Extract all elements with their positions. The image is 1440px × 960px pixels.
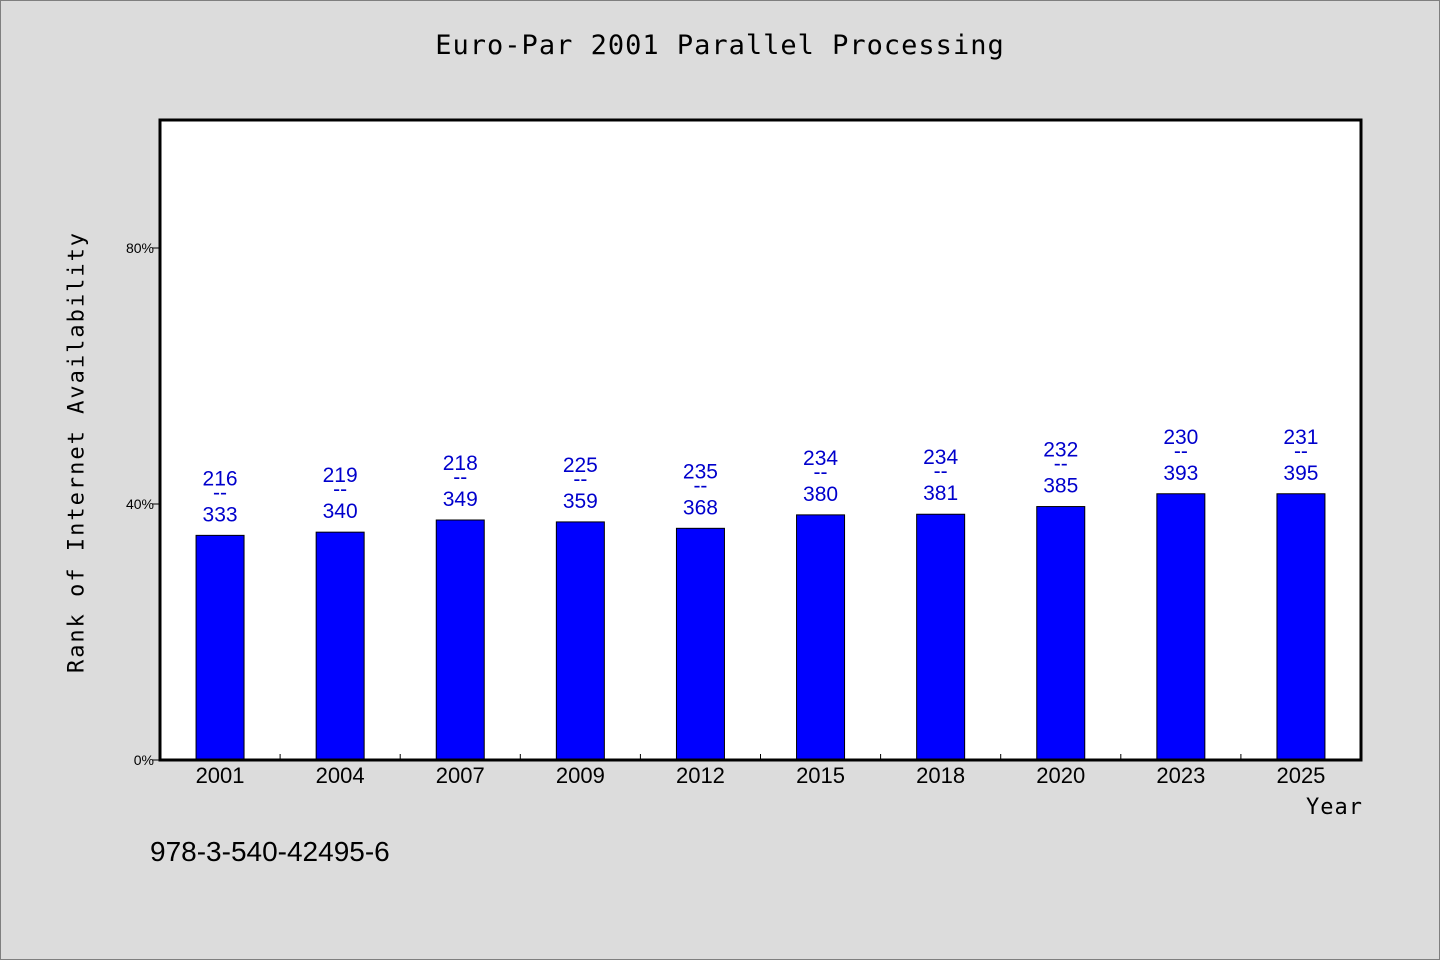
x-tick-label: 2009	[556, 763, 605, 788]
x-tick-label: 2020	[1036, 763, 1085, 788]
data-label-bottom: 381	[923, 482, 958, 505]
data-label-top: 231	[1283, 426, 1318, 449]
data-label-top: 216	[203, 467, 238, 490]
bar	[555, 521, 605, 761]
data-label-separator: --	[573, 468, 587, 491]
data-label-bottom: 368	[683, 496, 718, 519]
data-label-bottom: 333	[203, 503, 238, 526]
x-tick-label: 2004	[316, 763, 365, 788]
data-label-top: 218	[443, 452, 478, 475]
y-tick-label: 80%	[126, 240, 154, 256]
data-label-bottom: 393	[1163, 462, 1198, 485]
plot-border	[158, 118, 1363, 762]
x-tick-label: 2001	[196, 763, 245, 788]
x-tick-label: 2023	[1156, 763, 1205, 788]
data-label-top: 235	[683, 460, 718, 483]
isbn-annotation: 978-3-540-42495-6	[150, 836, 390, 867]
data-label-bottom: 395	[1283, 462, 1318, 485]
data-label-separator: --	[333, 478, 347, 501]
data-label-separator: --	[1054, 453, 1068, 476]
data-label-bottom: 340	[323, 500, 358, 523]
data-label-separator: --	[1294, 440, 1308, 463]
y-tick-label: 0%	[134, 752, 154, 768]
data-label-separator: --	[693, 474, 707, 497]
bar	[1276, 493, 1326, 761]
bar	[315, 531, 365, 761]
x-tick-label: 2007	[436, 763, 485, 788]
x-tick-label: 2015	[796, 763, 845, 788]
data-label-separator: --	[1174, 440, 1188, 463]
data-label-bottom: 380	[803, 483, 838, 506]
data-label-bottom: 359	[563, 490, 598, 513]
data-label-top: 219	[323, 464, 358, 487]
y-tick-label: 40%	[126, 496, 154, 512]
data-label-separator: --	[934, 460, 948, 483]
data-label-separator: --	[453, 466, 467, 489]
x-tick-label: 2025	[1276, 763, 1325, 788]
data-label-top: 234	[803, 447, 838, 470]
data-label-top: 225	[563, 454, 598, 477]
chart-title: Euro-Par 2001 Parallel Processing	[435, 30, 1005, 61]
data-label-bottom: 349	[443, 488, 478, 511]
x-axis-label: Year	[1306, 795, 1363, 820]
bar	[1156, 493, 1206, 761]
data-label-top: 230	[1163, 426, 1198, 449]
x-tick-label: 2012	[676, 763, 725, 788]
data-label-top: 234	[923, 446, 958, 469]
bar	[796, 514, 846, 761]
bar	[195, 534, 245, 761]
data-label-separator: --	[213, 481, 227, 504]
data-label-top: 232	[1043, 439, 1078, 462]
bar	[435, 519, 485, 761]
x-tick-label: 2018	[916, 763, 965, 788]
data-label-bottom: 385	[1043, 475, 1078, 498]
data-label-separator: --	[814, 461, 828, 484]
bar	[916, 513, 966, 761]
bar	[1036, 506, 1086, 761]
bar	[675, 527, 725, 761]
